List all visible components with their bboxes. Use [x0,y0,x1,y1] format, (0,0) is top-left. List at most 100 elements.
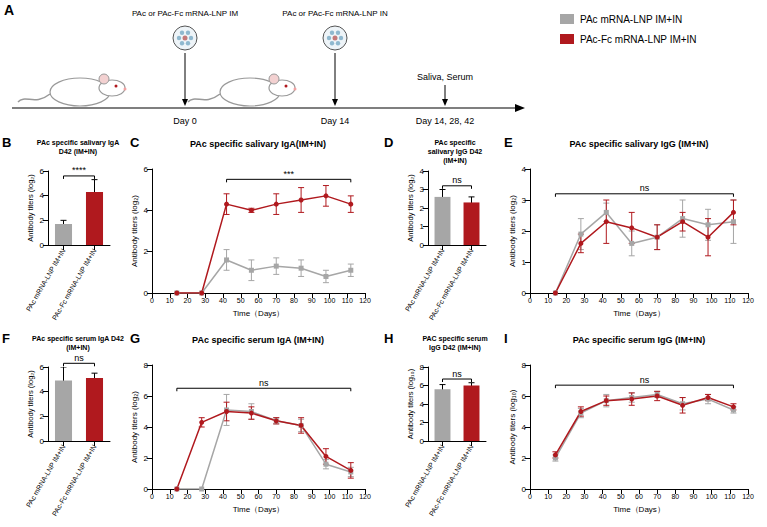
svg-text:100: 100 [324,297,336,304]
svg-text:6: 6 [40,167,45,176]
svg-text:0: 0 [522,485,527,494]
svg-text:0: 0 [144,289,149,298]
svg-text:2: 2 [40,412,45,421]
svg-text:4: 4 [40,387,45,396]
svg-text:F: F [2,331,10,346]
svg-text:4: 4 [522,165,527,174]
svg-text:PAc or PAc-Fc mRNA-LNP IN: PAc or PAc-Fc mRNA-LNP IN [282,9,388,18]
svg-text:30: 30 [201,493,209,500]
svg-text:A: A [4,2,14,18]
svg-text:ns: ns [640,183,650,193]
svg-text:110: 110 [724,493,735,500]
svg-text:80: 80 [671,297,679,304]
svg-text:Antibody titers (log₁₀): Antibody titers (log₁₀) [406,368,415,439]
svg-text:PAc specific salivary IgG (IM+: PAc specific salivary IgG (IM+IN) [569,139,708,149]
svg-text:50: 50 [617,297,625,304]
svg-text:70: 70 [653,297,661,304]
svg-text:50: 50 [617,493,625,500]
svg-text:110: 110 [342,297,353,304]
svg-text:0: 0 [420,241,425,250]
svg-text:Antibody titers (log₂): Antibody titers (log₂) [508,195,517,267]
svg-text:6: 6 [420,381,425,390]
svg-text:salivary IgG D42: salivary IgG D42 [428,148,483,156]
svg-text:(IM+IN): (IM+IN) [443,157,467,165]
svg-text:100: 100 [706,297,718,304]
svg-text:120: 120 [359,493,371,500]
svg-text:PAc or PAc-Fc mRNA-LNP IM: PAc or PAc-Fc mRNA-LNP IM [132,9,239,18]
svg-text:30: 30 [201,297,209,304]
svg-text:0: 0 [40,241,45,250]
svg-text:H: H [384,331,393,346]
svg-text:40: 40 [599,297,607,304]
svg-text:***: *** [283,169,294,179]
svg-text:G: G [130,331,140,346]
svg-text:10: 10 [544,493,552,500]
svg-text:0: 0 [40,437,45,446]
svg-text:120: 120 [742,493,754,500]
svg-text:20: 20 [562,493,570,500]
svg-text:10: 10 [544,297,552,304]
svg-text:110: 110 [342,493,353,500]
svg-text:Time（Days）: Time（Days） [233,309,285,318]
svg-text:60: 60 [255,297,263,304]
svg-text:8: 8 [522,361,527,370]
svg-text:Antibody titers (log₂): Antibody titers (log₂) [26,370,35,438]
svg-text:Day 14: Day 14 [321,116,350,126]
svg-text:6: 6 [40,363,45,372]
svg-text:2: 2 [40,216,45,225]
svg-text:PAc-Fc mRNA-LNP IM+IN: PAc-Fc mRNA-LNP IM+IN [51,247,98,321]
svg-text:40: 40 [219,493,227,500]
svg-text:10: 10 [166,493,174,500]
svg-text:PAc-Fc mRNA-LNP IM+IN: PAc-Fc mRNA-LNP IM+IN [428,443,475,517]
svg-text:60: 60 [255,493,263,500]
svg-text:PAc specific salivary IgA: PAc specific salivary IgA [37,139,119,147]
svg-text:6: 6 [144,165,149,174]
svg-text:PAc specific serum IgA (IM+IN): PAc specific serum IgA (IM+IN) [192,335,324,345]
svg-text:2: 2 [522,454,527,463]
svg-text:0: 0 [420,437,425,446]
svg-text:(IM+IN): (IM+IN) [66,344,90,352]
svg-text:30: 30 [581,297,589,304]
svg-text:3: 3 [522,196,527,205]
svg-text:2: 2 [522,227,527,236]
svg-text:ns: ns [452,369,462,379]
svg-text:1: 1 [522,258,527,267]
svg-text:B: B [2,135,11,150]
svg-text:20: 20 [562,297,570,304]
svg-text:Time（Days）: Time（Days） [613,505,665,514]
svg-text:Antibody titers (log₂): Antibody titers (log₂) [406,174,415,242]
svg-text:E: E [504,135,513,150]
svg-text:10: 10 [166,297,174,304]
svg-text:4: 4 [522,423,527,432]
svg-text:1: 1 [420,222,425,231]
svg-text:3: 3 [420,185,425,194]
svg-text:4: 4 [420,167,425,176]
svg-text:D: D [384,135,393,150]
svg-text:PAc specific: PAc specific [434,139,475,147]
svg-text:2: 2 [420,204,425,213]
svg-text:50: 50 [237,493,245,500]
svg-text:100: 100 [324,493,336,500]
svg-text:ns: ns [640,375,650,385]
svg-text:0: 0 [528,493,532,500]
svg-text:70: 70 [653,493,661,500]
svg-text:PAc mRNA-LNP IM+IN: PAc mRNA-LNP IM+IN [580,14,682,25]
svg-text:D42 (IM+IN): D42 (IM+IN) [59,148,97,156]
svg-text:4: 4 [144,423,149,432]
svg-text:0: 0 [528,297,532,304]
svg-text:ns: ns [74,353,84,363]
svg-text:40: 40 [219,297,227,304]
svg-text:60: 60 [635,297,643,304]
svg-text:40: 40 [599,493,607,500]
svg-text:80: 80 [671,493,679,500]
svg-text:C: C [130,135,140,150]
svg-text:8: 8 [144,361,149,370]
svg-text:30: 30 [581,493,589,500]
svg-text:0: 0 [150,493,154,500]
svg-text:0: 0 [144,485,149,494]
svg-text:4: 4 [144,206,149,215]
svg-text:20: 20 [184,493,192,500]
svg-text:Day 0: Day 0 [173,116,197,126]
svg-text:PAc-Fc mRNA-LNP IM+IN: PAc-Fc mRNA-LNP IM+IN [580,34,697,45]
svg-text:80: 80 [290,493,298,500]
